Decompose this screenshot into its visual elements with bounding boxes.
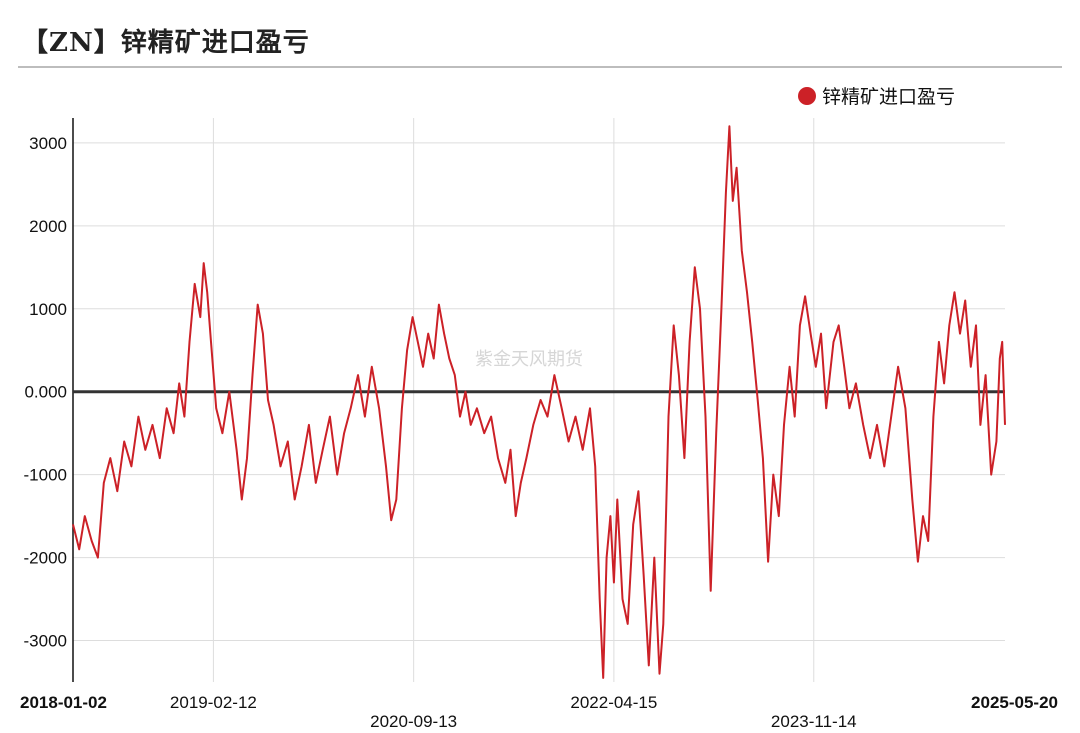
watermark: 紫金天风期货	[475, 349, 583, 370]
y-tick-label: 3000	[29, 134, 67, 153]
y-tick-label: 2000	[29, 217, 67, 236]
legend[interactable]: 锌精矿进口盈亏	[798, 82, 955, 109]
title-divider	[18, 66, 1062, 68]
x-tick-label: 2018-01-02	[20, 693, 107, 712]
x-tick-label: 2025-05-20	[971, 693, 1058, 712]
y-tick-label: 0.000	[24, 383, 67, 402]
x-tick-label: 2023-11-14	[771, 712, 857, 731]
legend-marker-icon	[798, 86, 816, 105]
legend-label: 锌精矿进口盈亏	[822, 86, 956, 108]
y-tick-label: 1000	[29, 300, 67, 319]
x-tick-label: 2022-04-15	[570, 693, 657, 712]
x-tick-label: 2019-02-12	[170, 693, 257, 712]
y-tick-label: -1000	[24, 466, 67, 485]
y-tick-label: -3000	[24, 632, 67, 651]
series-line	[72, 125, 1006, 679]
y-tick-label: -2000	[24, 549, 67, 568]
x-tick-label: 2020-09-13	[370, 712, 457, 731]
chart-title: 【ZN】锌精矿进口盈亏	[22, 28, 310, 58]
